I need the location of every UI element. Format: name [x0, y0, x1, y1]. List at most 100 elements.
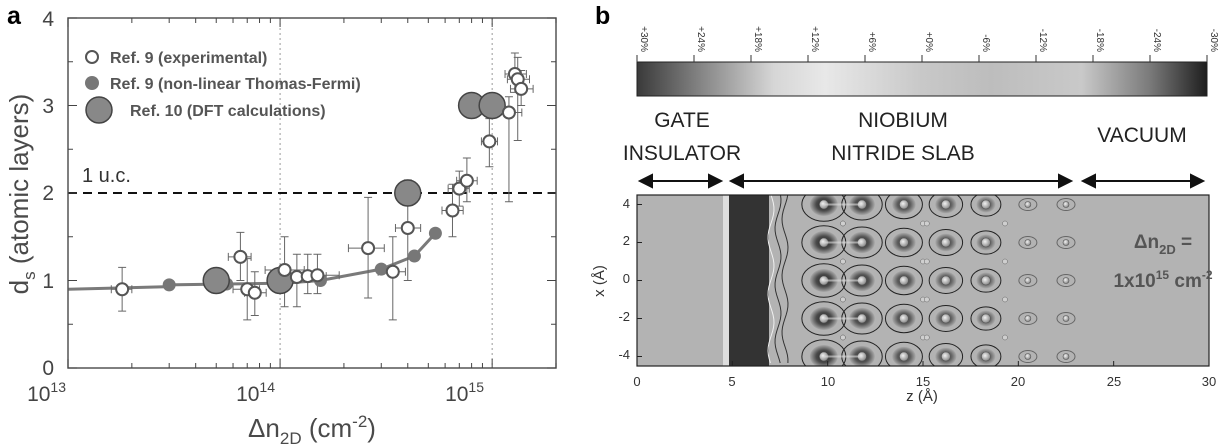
slab-arrow-left: [728, 173, 744, 189]
atom: [840, 220, 846, 227]
atom: [981, 199, 991, 210]
region-label-vacuum: VACUUM: [1097, 124, 1186, 147]
y-tick-label-3: 3: [42, 95, 54, 118]
density-contour: [1056, 274, 1076, 287]
density-contour: [884, 227, 923, 258]
z-tick-label-10: 10: [821, 374, 835, 389]
atom: [1062, 277, 1070, 284]
dft-point: [478, 91, 506, 120]
density-contour: [928, 305, 964, 332]
z-tick-label-0: 0: [633, 374, 640, 389]
interface-contour: [781, 195, 789, 364]
y-tick-label-0: 0: [42, 357, 54, 380]
thomas-fermi-point: [428, 226, 442, 240]
vacuum-arrow-left: [1080, 173, 1096, 189]
atom: [1002, 296, 1008, 303]
density-contour: [928, 229, 964, 256]
vacuum-arrow-right: [1190, 173, 1206, 189]
atom: [981, 275, 991, 286]
experimental-point: [445, 203, 460, 218]
atom: [941, 237, 951, 248]
atom: [941, 199, 951, 210]
density-contour: [970, 344, 1002, 366]
atom: [1024, 315, 1032, 322]
x-tick-label-0: 0: [623, 271, 630, 286]
x-axis-label-b: x (Å): [591, 265, 608, 297]
x-tick-label-m4: -4: [618, 347, 630, 362]
atom: [1002, 220, 1008, 227]
experimental-point: [115, 282, 130, 297]
colorbar-tick-label: -12%: [1037, 29, 1048, 52]
colorbar-tick-label: +30%: [638, 26, 649, 52]
dark-accumulation-band: [729, 195, 769, 366]
density-contour: [1056, 198, 1076, 211]
x-tick-label-2: 2: [623, 233, 630, 248]
atom: [899, 237, 909, 248]
region-label-gate-line1: GATE: [654, 109, 710, 132]
density-contour: [1018, 350, 1038, 363]
dft-point: [394, 179, 422, 207]
density-contour: [1018, 198, 1038, 211]
thomas-fermi-point: [162, 278, 176, 292]
density-contour: [1018, 236, 1038, 249]
y-tick-label-4: 4: [42, 8, 54, 31]
atom: [899, 275, 909, 286]
plot-marks: [67, 52, 534, 321]
gate-arrow-left: [637, 173, 653, 189]
axis-ticks: [67, 17, 557, 369]
experimental-point: [277, 263, 292, 277]
map-axis-ticks: [636, 204, 1210, 366]
density-contour: [884, 265, 923, 296]
density-contour: [884, 341, 923, 366]
panel-a-letter: a: [7, 2, 22, 30]
region-label-gate-line2: INSULATOR: [623, 142, 741, 165]
legend-label-experimental: Ref. 9 (experimental): [110, 50, 267, 67]
interface-contour: [774, 195, 782, 364]
panel-a: a 1 u.c. Ref. 9 (experimental) Ref. 9 (n…: [4, 2, 557, 446]
experimental-point: [361, 241, 376, 256]
legend-marker-dft: [85, 96, 113, 124]
experimental-point: [247, 285, 262, 300]
x-tick-label-1e14: 1014: [236, 379, 275, 406]
experimental-point: [501, 105, 516, 120]
density-contour: [970, 195, 1002, 217]
colorbar-tick-label: +6%: [866, 32, 877, 52]
x-tick-label-1e15: 1015: [445, 379, 484, 406]
atom: [899, 351, 909, 362]
colorbar-tick-label: +24%: [695, 26, 706, 52]
experimental-point: [310, 268, 325, 283]
colorbar-tick-label: -18%: [1094, 29, 1105, 52]
atom: [1062, 353, 1070, 360]
colorbar-tick-label: +12%: [809, 26, 820, 52]
region-arrows: [637, 173, 1206, 189]
density-contour: [884, 195, 923, 220]
density-contour: [1056, 350, 1076, 363]
region-label-nbn-line2: NITRIDE SLAB: [831, 142, 975, 165]
atom: [1002, 258, 1008, 265]
x-axis-label: Δn2D (cm-2): [248, 412, 376, 446]
experimental-point: [459, 173, 474, 188]
density-contour: [1018, 274, 1038, 287]
atom: [1002, 334, 1008, 341]
thomas-fermi-fit-line: [67, 232, 437, 291]
unit-cell-label: 1 u.c.: [82, 165, 131, 187]
density-contour: [1018, 312, 1038, 325]
panel-b: b +30% +24% +18% +12% +6% +0% -6% -12% -18% -24% -…: [591, 2, 1219, 405]
experimental-point: [385, 264, 400, 279]
density-contour: [928, 343, 964, 366]
x-tick-label-4: 4: [623, 196, 630, 211]
atom: [941, 351, 951, 362]
thomas-fermi-point: [407, 249, 421, 263]
atom: [840, 296, 846, 303]
experimental-point: [233, 249, 248, 264]
z-tick-label-15: 15: [916, 374, 930, 389]
colorbar: [636, 61, 1208, 97]
atom: [1024, 277, 1032, 284]
atom: [924, 334, 930, 341]
density-contour: [970, 268, 1002, 293]
z-tick-label-20: 20: [1011, 374, 1025, 389]
y-tick-label-1: 1: [42, 270, 54, 293]
region-label-nbn-line1: NIOBIUM: [858, 109, 948, 132]
legend-label-dft: Ref. 10 (DFT calculations): [130, 103, 326, 120]
